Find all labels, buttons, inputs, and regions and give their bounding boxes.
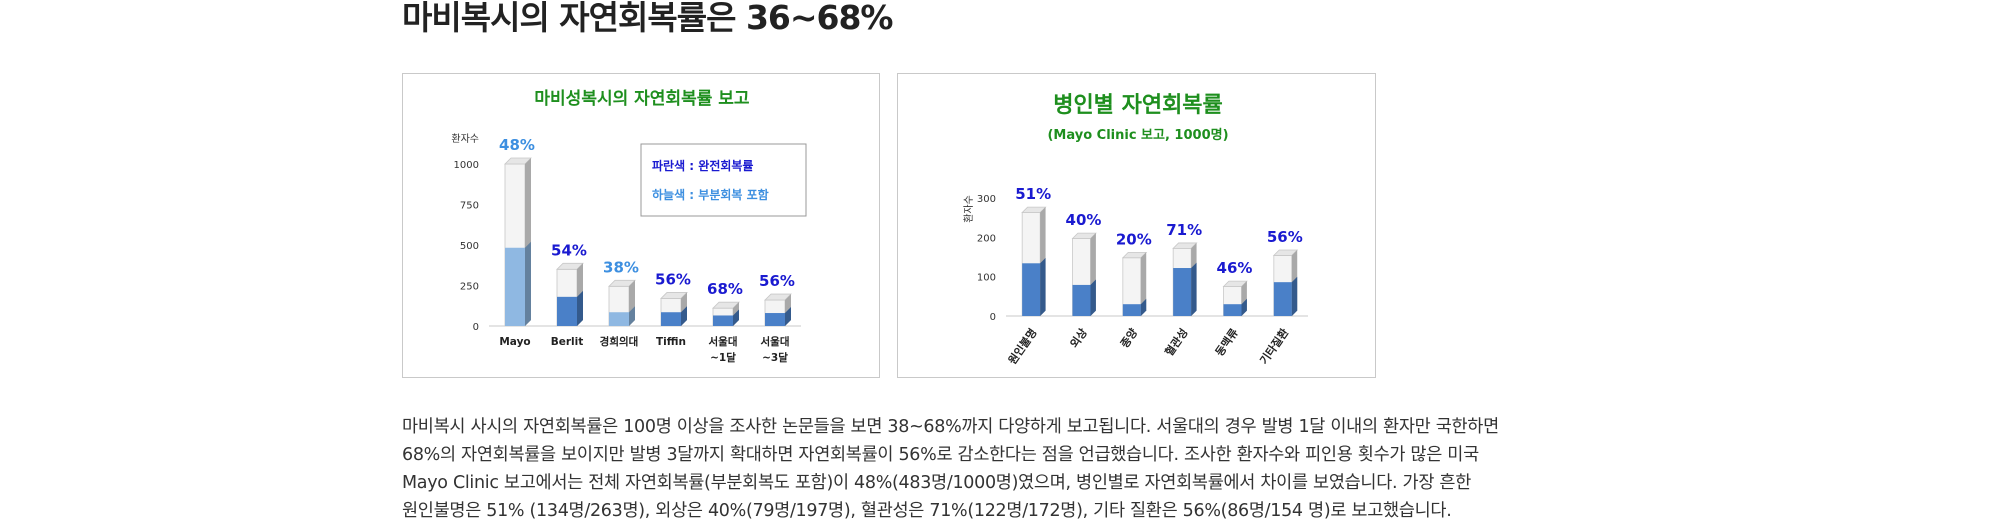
bar-total-top xyxy=(556,262,584,270)
chart-recovery-reports: 마비성복시의 자연회복률 보고 환자수 파란색 : 완전회복률 하늘색 : 부분… xyxy=(451,89,807,364)
x-tick-label: 종양 xyxy=(1117,326,1140,351)
chart-panel-etiology: 병인별 자연회복률 (Mayo Clinic 보고, 1000명) 환자수 0 1… xyxy=(897,73,1376,378)
chart-title: 병인별 자연회복률 xyxy=(1053,93,1223,118)
bar-fill-side xyxy=(525,241,531,326)
x-tick-label: 혈관성 xyxy=(1162,326,1191,359)
bar-fill xyxy=(1273,282,1292,316)
data-label: 56% xyxy=(655,270,691,288)
bar-fill-side xyxy=(681,306,687,326)
bar-total-top xyxy=(1071,232,1097,239)
x-tick-label: Mayo xyxy=(499,336,530,348)
bar-fill-side xyxy=(1291,276,1298,316)
legend: 파란색 : 완전회복률 하늘색 : 부분회복 포함 xyxy=(640,143,807,217)
paragraph-line: 원인불명은 51% (134명/263명), 외상은 40%(79명/197명)… xyxy=(402,501,1452,521)
bar-total-top xyxy=(1222,280,1248,287)
bar-fill-side xyxy=(785,307,791,326)
bar-2 xyxy=(1121,251,1148,317)
data-label: 38% xyxy=(603,258,639,276)
bar-fill xyxy=(713,315,733,326)
data-label: 71% xyxy=(1166,221,1202,239)
chart-subtitle: (Mayo Clinic 보고, 1000명) xyxy=(1047,127,1228,143)
bar-total-side xyxy=(1140,252,1147,316)
bar-fill-side xyxy=(1140,298,1147,316)
data-label: 40% xyxy=(1066,211,1102,229)
x-tick-label: 서울대 xyxy=(709,335,738,348)
y-axis-label: 환자수 xyxy=(963,195,975,223)
bar-fill xyxy=(765,313,785,326)
bar-3 xyxy=(1172,242,1198,317)
bar-fill-side xyxy=(1040,257,1046,316)
paragraph-line: 마비복시 사시의 자연회복률은 100명 이상을 조사한 논문들을 보면 38~… xyxy=(402,417,1499,437)
bar-fill xyxy=(609,312,629,326)
description-paragraph: 마비복시 사시의 자연회복률은 100명 이상을 조사한 논문들을 보면 38~… xyxy=(402,413,1602,525)
bar-0 xyxy=(504,157,532,327)
y-tick-label: 250 xyxy=(460,282,479,293)
bar-5 xyxy=(764,293,792,327)
bar-1 xyxy=(1071,232,1097,317)
legend-item-partial: 하늘색 : 부분회복 포함 xyxy=(652,187,769,202)
x-tick-label: 동맥류 xyxy=(1212,326,1241,359)
bar-total-top xyxy=(1021,206,1047,213)
y-tick-label: 750 xyxy=(460,201,479,212)
x-tick-label: 원인불명 xyxy=(1005,326,1040,367)
y-tick-label: 0 xyxy=(473,322,479,333)
bar-1 xyxy=(556,262,584,327)
bar-fill xyxy=(505,247,525,326)
paragraph-line: 68%의 자연회복률을 보이지만 발병 3달까지 확대하면 자연회복률이 56%… xyxy=(402,445,1479,465)
bar-fill-side xyxy=(1241,298,1247,316)
bar-fill-side xyxy=(629,306,635,326)
bar-fill xyxy=(1223,304,1242,316)
bar-fill xyxy=(1022,263,1041,316)
bar-fill-side xyxy=(1090,279,1096,316)
bar-fill-side xyxy=(577,290,583,326)
bar-2 xyxy=(608,279,636,327)
bar-fill xyxy=(557,296,577,326)
y-axis-label: 환자수 xyxy=(451,133,479,145)
bar-fill xyxy=(1173,268,1192,316)
x-tick-label: ~3달 xyxy=(762,352,788,364)
y-tick-label: 300 xyxy=(977,194,996,205)
bar-total-top xyxy=(1272,249,1299,256)
x-tick-label: Berlit xyxy=(551,336,584,348)
bar-4 xyxy=(712,301,740,327)
data-label: 46% xyxy=(1217,259,1253,277)
bar-fill xyxy=(1122,304,1141,316)
chart-etiology-recovery: 병인별 자연회복률 (Mayo Clinic 보고, 1000명) 환자수 0 1… xyxy=(963,93,1308,367)
data-label: 56% xyxy=(1267,228,1303,246)
chart-title: 마비성복시의 자연회복률 보고 xyxy=(534,89,750,109)
x-tick-label: 외상 xyxy=(1067,326,1090,351)
y-tick-label: 0 xyxy=(990,312,996,323)
bar-4 xyxy=(1222,280,1248,317)
paragraph-line: Mayo Clinic 보고에서는 전체 자연회복률(부분회복도 포함)이 48… xyxy=(402,473,1472,493)
data-label: 20% xyxy=(1116,230,1152,248)
data-label: 68% xyxy=(707,280,743,298)
data-label: 56% xyxy=(759,272,795,290)
page-heading: 마비복시의 자연회복률은 36~68% xyxy=(402,0,893,37)
bar-fill-side xyxy=(733,309,739,326)
y-tick-label: 200 xyxy=(977,233,996,244)
y-tick-label: 100 xyxy=(977,273,996,284)
bar-3 xyxy=(660,292,688,327)
x-tick-label: 기타질환 xyxy=(1257,326,1292,367)
x-tick-label: Tiffin xyxy=(656,336,686,348)
bar-fill xyxy=(661,312,681,326)
legend-item-complete: 파란색 : 완전회복률 xyxy=(652,158,753,173)
bar-fill xyxy=(1072,284,1091,316)
x-tick-label: ~1달 xyxy=(710,352,736,364)
x-tick-label: 서울대 xyxy=(761,335,790,348)
y-tick-label: 1000 xyxy=(454,160,479,171)
bar-5 xyxy=(1272,249,1299,317)
x-tick-label: 경희의대 xyxy=(600,335,639,348)
data-label: 51% xyxy=(1015,185,1051,203)
chart-panel-recovery-reports: 마비성복시의 자연회복률 보고 환자수 파란색 : 완전회복률 하늘색 : 부분… xyxy=(402,73,880,378)
bar-total-top xyxy=(1172,242,1198,249)
data-label: 54% xyxy=(551,241,587,259)
y-tick-label: 500 xyxy=(460,241,479,252)
data-label: 48% xyxy=(499,136,535,154)
bar-0 xyxy=(1021,206,1047,317)
bar-total-top xyxy=(1121,251,1148,259)
bar-fill-side xyxy=(1191,262,1197,316)
